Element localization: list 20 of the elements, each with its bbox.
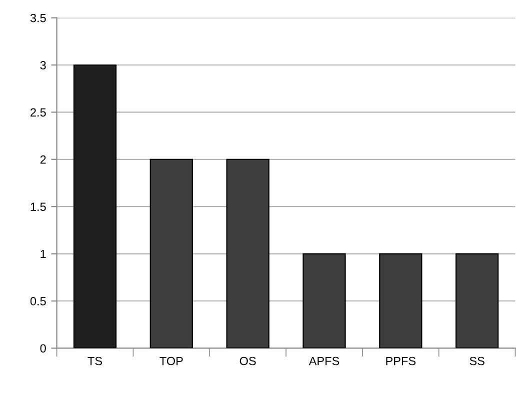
y-tick-label: 2 xyxy=(40,155,46,164)
x-tick-label: TS xyxy=(88,356,102,366)
y-tick-label: 1.5 xyxy=(30,202,46,211)
x-tick-label: TOP xyxy=(160,356,183,366)
y-tick-label: 2.5 xyxy=(30,108,46,117)
y-tick-label: 0.5 xyxy=(30,297,46,306)
x-tick-label: OS xyxy=(240,356,256,366)
y-tick-label: 0 xyxy=(40,344,46,353)
y-tick-label: 3.5 xyxy=(30,14,46,22)
bar xyxy=(302,253,346,348)
y-tick-label: 3 xyxy=(40,61,46,70)
bar xyxy=(379,253,422,348)
bar xyxy=(226,158,270,348)
bar xyxy=(150,158,193,348)
x-tick-label: SS xyxy=(470,356,484,366)
y-tick-label: 1 xyxy=(40,250,46,258)
bar xyxy=(455,253,499,348)
bar xyxy=(73,64,117,348)
x-tick-label: APFS xyxy=(308,356,340,366)
x-tick-label: PPFS xyxy=(386,356,416,366)
